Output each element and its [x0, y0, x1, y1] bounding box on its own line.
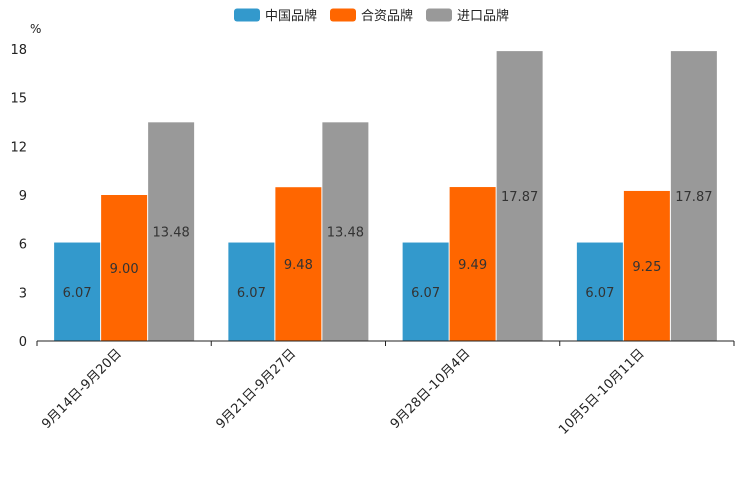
data-label-s2-c1: 13.48: [327, 226, 364, 241]
y-axis-ticks: 0 3 6 9 12 15 18: [10, 43, 27, 350]
y-tick-label-5: 15: [10, 92, 27, 107]
data-label-s1-c2: 9.49: [458, 258, 487, 273]
data-label-s0-c2: 6.07: [411, 286, 440, 301]
data-label-s0-c1: 6.07: [237, 286, 266, 301]
legend-label-2: 进口品牌: [457, 8, 509, 24]
bar-s2-c3: [670, 51, 717, 342]
data-label-s2-c0: 13.48: [153, 226, 190, 241]
bar-s1-c1: [275, 187, 322, 341]
data-label-s0-c0: 6.07: [63, 286, 92, 301]
y-tick-label-3: 9: [19, 189, 27, 204]
data-labels: 6.07 9.00 13.48 6.07 9.48 13.48 6.07 9.49 17.87 6…: [63, 190, 713, 301]
bar-s2-c1: [322, 122, 369, 341]
bar-s1-c0: [101, 195, 148, 341]
bar-s0-c1: [228, 242, 275, 341]
data-label-s1-c3: 9.25: [632, 260, 661, 275]
bar-s0-c3: [576, 242, 623, 341]
y-axis-unit-label: %: [30, 22, 41, 36]
bar-s1-c3: [623, 190, 670, 341]
y-tick-label-0: 0: [19, 335, 27, 350]
y-tick-label-6: 18: [10, 43, 27, 58]
data-label-s0-c3: 6.07: [585, 286, 614, 301]
bars: [54, 51, 717, 342]
bar-s0-c0: [54, 242, 101, 341]
legend: 中国品牌 合资品牌 进口品牌: [234, 8, 509, 24]
legend-swatch-1: [330, 8, 356, 22]
x-axis-ticks: [36, 341, 735, 346]
data-label-s2-c2: 17.87: [501, 190, 538, 205]
category-label-1: 9月21日-9月27日: [213, 346, 299, 432]
legend-label-1: 合资品牌: [361, 8, 413, 24]
legend-label-0: 中国品牌: [265, 8, 317, 24]
category-label-3: 10月5日-10月11日: [556, 346, 648, 438]
data-label-s2-c3: 17.87: [675, 190, 712, 205]
x-axis-category-labels: 9月14日-9月20日 9月21日-9月27日 9月28日-10月4日 10月5日-1…: [39, 346, 648, 438]
legend-swatch-0: [234, 8, 260, 22]
y-tick-label-4: 12: [10, 140, 27, 155]
category-label-2: 9月28日-10月4日: [388, 346, 474, 432]
data-label-s1-c1: 9.48: [284, 258, 313, 273]
data-label-s1-c0: 9.00: [110, 262, 139, 277]
y-tick-label-1: 3: [19, 286, 27, 301]
bar-s2-c0: [148, 122, 195, 341]
bar-s0-c2: [402, 242, 449, 341]
bar-s1-c2: [449, 187, 496, 341]
category-label-0: 9月14日-9月20日: [39, 346, 125, 432]
bar-s2-c2: [496, 51, 543, 342]
y-tick-label-2: 6: [19, 238, 27, 253]
legend-swatch-2: [426, 8, 452, 22]
